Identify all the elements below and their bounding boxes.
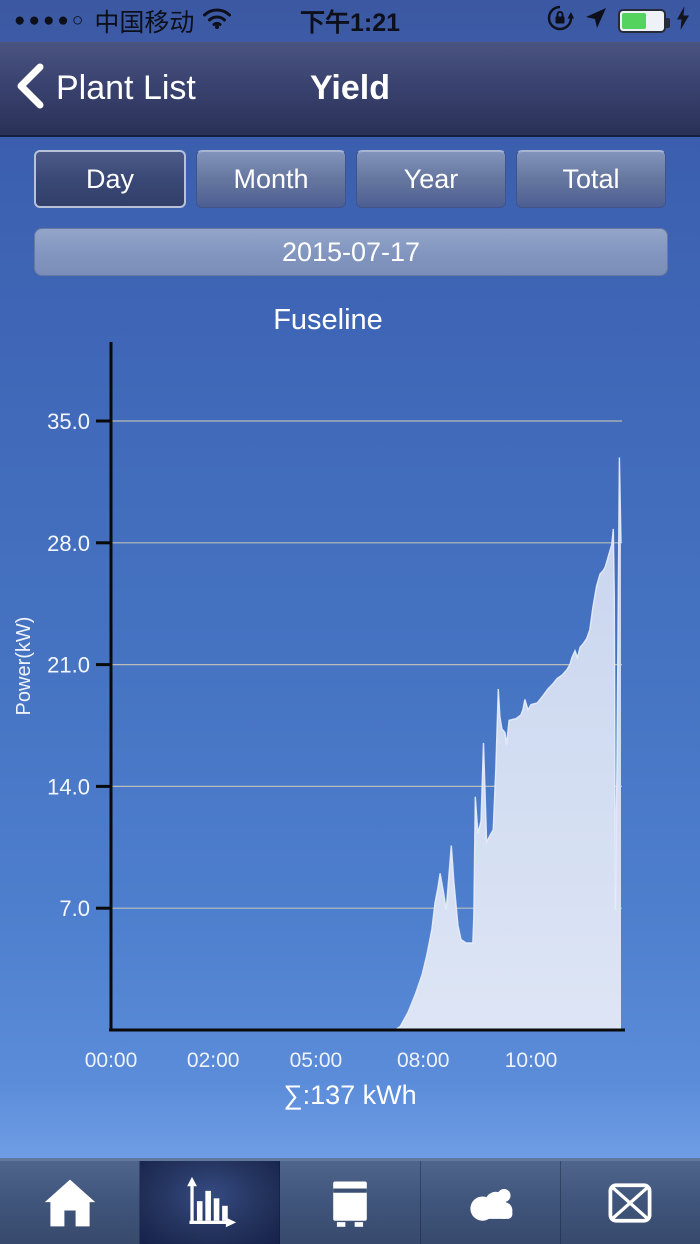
date-selector[interactable]: 2015-07-17	[34, 228, 668, 276]
tab-bar	[0, 1158, 700, 1244]
tab-messages[interactable]	[561, 1161, 700, 1244]
tab-inverter[interactable]	[280, 1161, 421, 1244]
home-icon	[42, 1175, 98, 1231]
chart-title: Fuseline	[273, 304, 383, 336]
svg-text:08:00: 08:00	[397, 1049, 450, 1072]
location-arrow-icon	[584, 6, 608, 37]
svg-text:Power(kW): Power(kW)	[13, 617, 35, 716]
mail-icon	[602, 1175, 658, 1231]
charging-bolt-icon	[676, 5, 690, 38]
status-left: ●●●●○ 中国移动	[14, 3, 232, 39]
tab-home[interactable]	[0, 1161, 141, 1244]
yield-area-chart: 7.0 14.0 21.0 28.0 35.0 00:00 02:00 05:00 08:00 1…	[13, 342, 625, 1072]
battery-fill	[622, 13, 647, 29]
svg-text:21.0: 21.0	[47, 653, 90, 678]
tab-yield-chart[interactable]	[140, 1161, 281, 1244]
svg-text:28.0: 28.0	[47, 531, 90, 556]
svg-text:10:00: 10:00	[505, 1049, 558, 1072]
status-bar: ●●●●○ 中国移动 下午1:21	[0, 0, 700, 42]
wifi-icon	[202, 6, 232, 37]
tab-weather[interactable]	[421, 1161, 561, 1244]
back-button[interactable]: Plant List	[16, 62, 196, 115]
period-tab-year[interactable]: Year	[356, 150, 506, 208]
period-tab-total[interactable]: Total	[516, 150, 666, 208]
period-tab-month[interactable]: Month	[196, 150, 346, 208]
signal-strength-dots: ●●●●○	[14, 10, 87, 31]
back-chevron-icon	[16, 62, 44, 115]
svg-text:02:00: 02:00	[187, 1049, 240, 1072]
svg-text:35.0: 35.0	[47, 409, 90, 434]
carrier-label: 中国移动	[94, 9, 195, 37]
period-tab-day[interactable]: Day	[34, 150, 186, 208]
cloud-icon	[460, 1175, 520, 1231]
svg-text:00:00: 00:00	[85, 1049, 138, 1072]
inverter-icon	[322, 1175, 378, 1231]
total-yield-label: ∑:137 kWh	[283, 1080, 417, 1110]
svg-text:7.0: 7.0	[59, 896, 90, 921]
battery-icon	[618, 9, 670, 33]
svg-text:05:00: 05:00	[290, 1049, 343, 1072]
back-button-label: Plant List	[56, 69, 196, 107]
bar-chart-icon	[182, 1175, 238, 1231]
battery-tip	[666, 18, 670, 28]
status-right	[546, 4, 690, 39]
svg-text:14.0: 14.0	[47, 774, 90, 799]
rotation-lock-icon	[546, 4, 574, 39]
nav-bar: Plant List Yield	[0, 42, 700, 137]
period-selector: Day Month Year Total	[0, 150, 700, 208]
